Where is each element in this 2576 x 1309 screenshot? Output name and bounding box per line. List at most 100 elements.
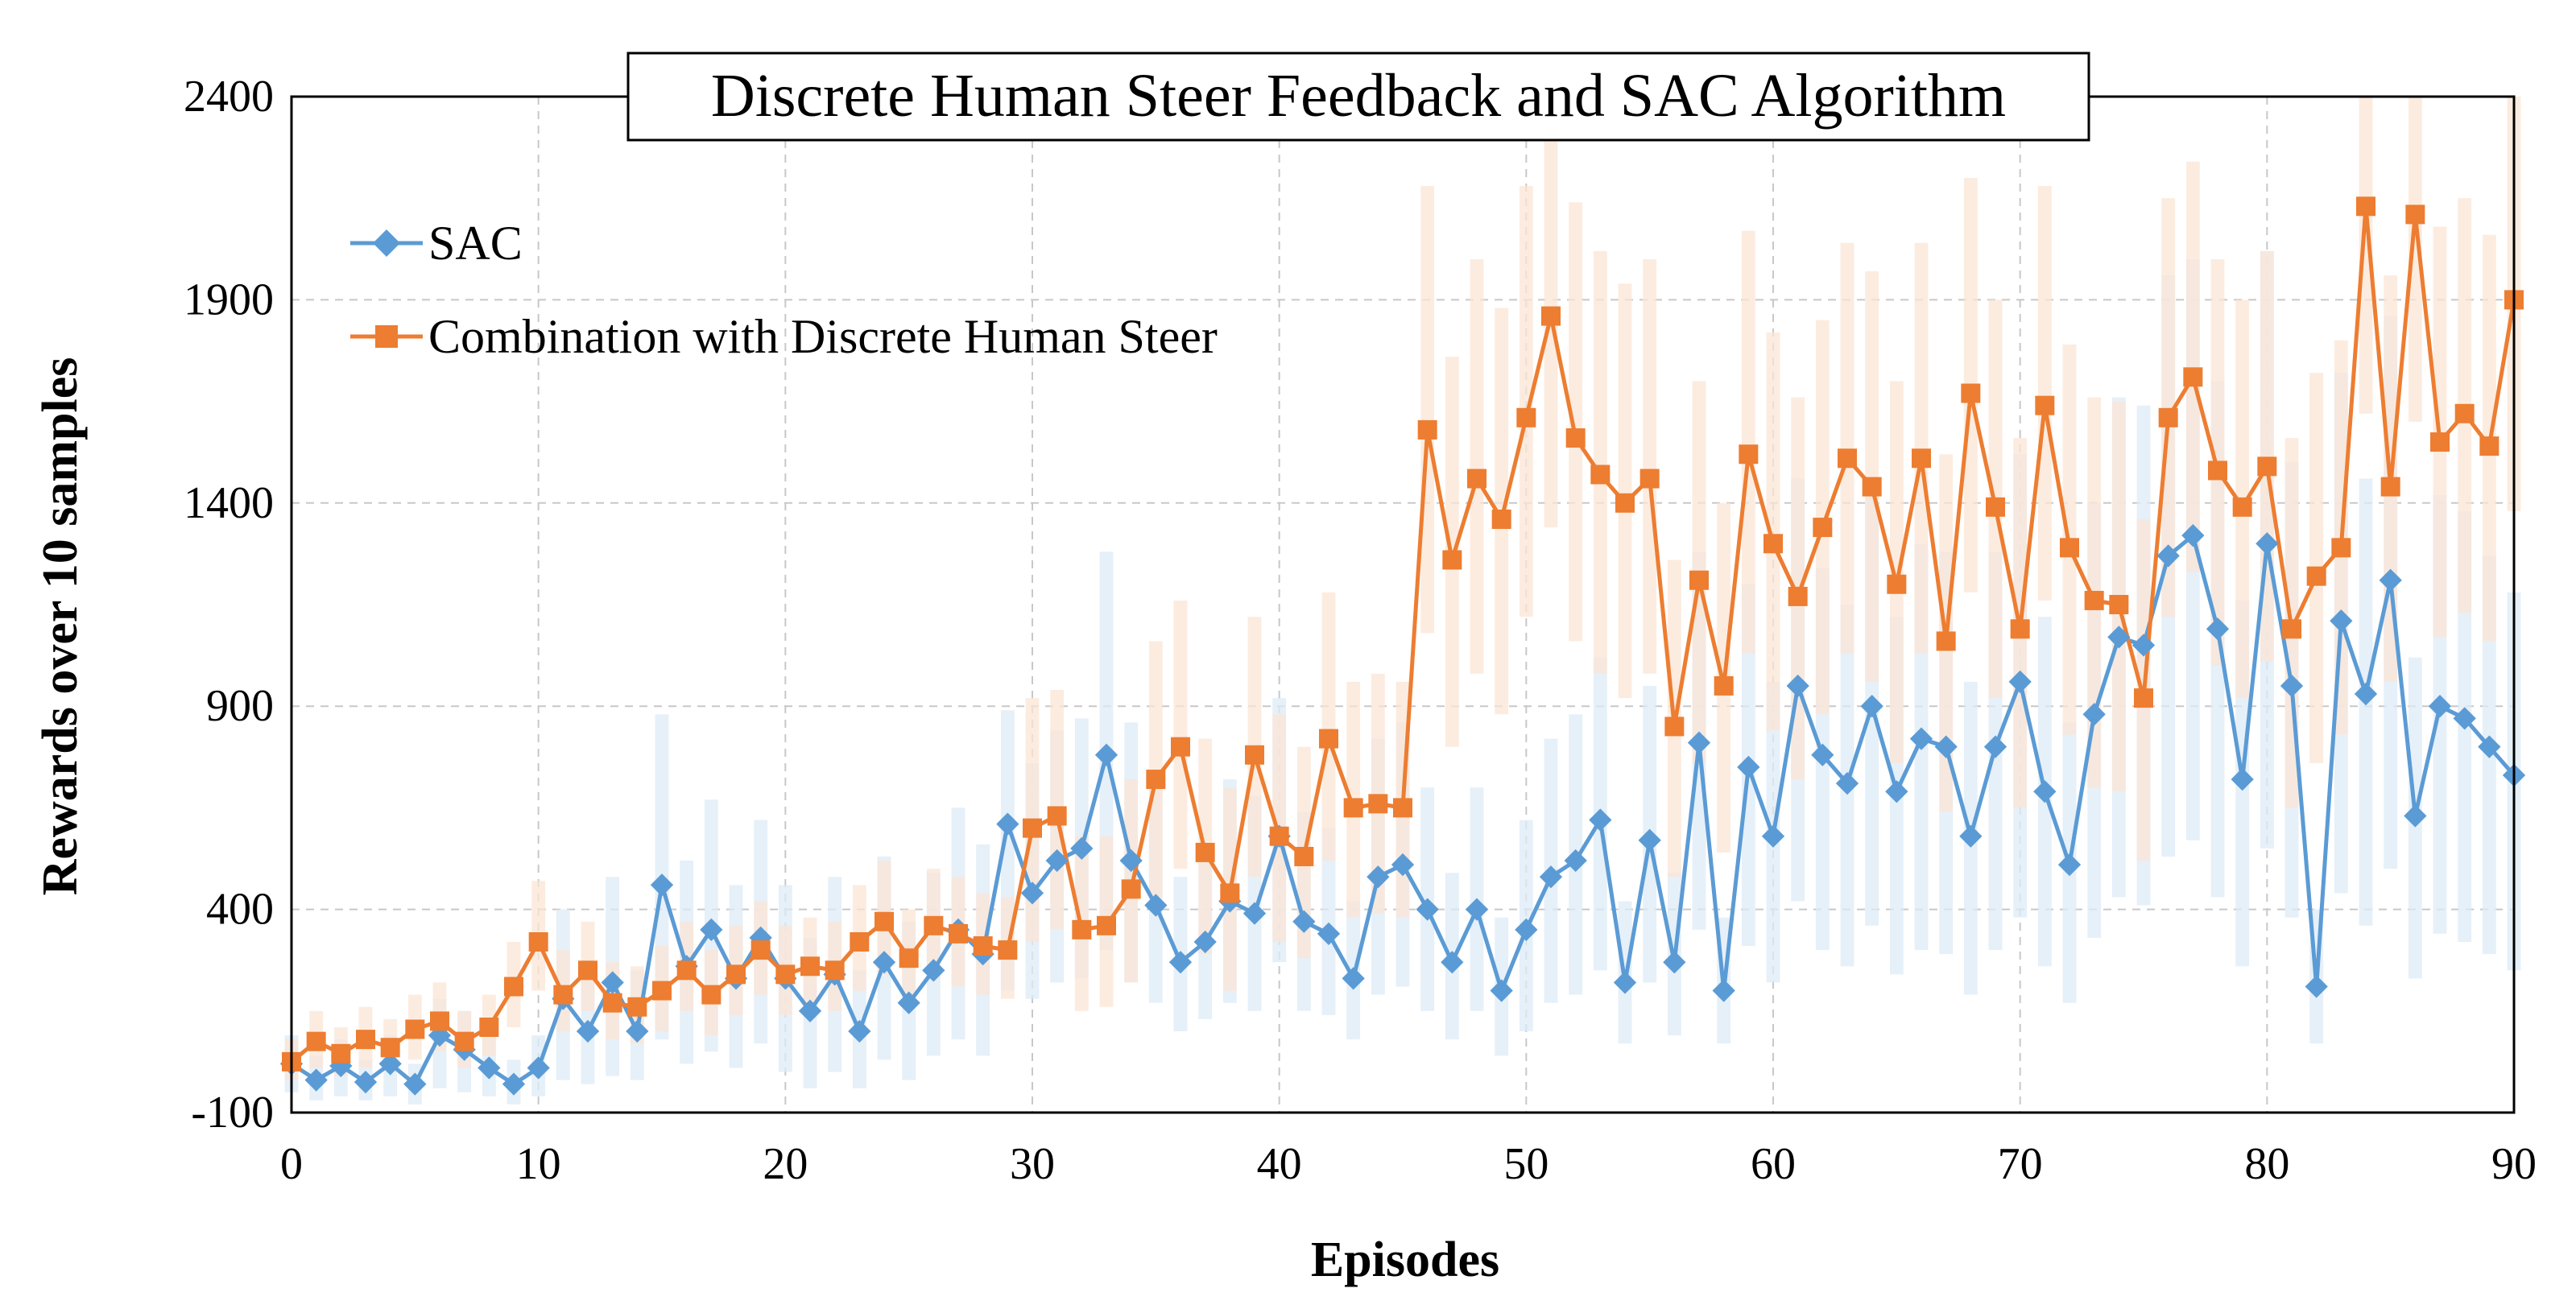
combination-point: [405, 1019, 425, 1039]
sac-point: [1983, 735, 2007, 758]
chart-title-frame: [626, 52, 2090, 142]
combination-point: [1565, 428, 1586, 448]
y-tick-label: 1900: [184, 275, 274, 324]
combination-point: [1393, 798, 1412, 818]
sac-point: [1193, 930, 1217, 954]
x-tick-label: 70: [1998, 1139, 2043, 1189]
combination-band: [1865, 271, 1879, 682]
combination-point: [2331, 538, 2351, 558]
combination-point: [1838, 448, 1857, 469]
combination-point: [1121, 879, 1141, 899]
combination-point: [1245, 745, 1264, 765]
combination-point: [652, 981, 672, 1001]
sac-point: [1391, 853, 1415, 877]
combination-point: [1442, 550, 1462, 570]
sac-point: [1712, 979, 1735, 1002]
sac-point: [897, 991, 920, 1014]
legend-sac-marker: [373, 229, 400, 257]
combination-point: [504, 977, 523, 997]
combination-point: [800, 956, 820, 977]
sac-point: [1638, 828, 1661, 852]
sac-point: [1761, 824, 1785, 848]
combination-point: [1639, 469, 1660, 489]
combination-band: [1470, 258, 1484, 674]
combination-point: [1343, 798, 1363, 818]
sac-point: [2354, 682, 2378, 706]
combination-band: [1593, 250, 1607, 674]
sac-point: [1144, 894, 1168, 917]
sac-point: [1168, 951, 1193, 974]
x-tick-label: 40: [1257, 1139, 1302, 1189]
legend-combo-marker: [375, 325, 398, 348]
combination-band: [1321, 592, 1336, 861]
combination-point: [899, 948, 919, 968]
combination-point: [627, 997, 647, 1017]
combination-point: [2430, 432, 2450, 452]
x-axis-title: Episodes: [1311, 1233, 1499, 1287]
combination-point: [380, 1038, 400, 1058]
sac-point: [1342, 967, 1365, 990]
combination-point: [1220, 883, 1240, 903]
sac-point: [2404, 804, 2427, 828]
combination-band: [1519, 186, 1533, 617]
sac-point: [2082, 703, 2106, 726]
combination-point: [750, 940, 771, 960]
combination-point: [479, 1017, 499, 1037]
x-tick-label: 60: [1751, 1139, 1796, 1189]
combination-band: [1148, 641, 1163, 898]
sac-point: [2156, 544, 2180, 568]
sac-point: [1490, 979, 1513, 1002]
combination-point: [1467, 469, 1486, 489]
combination-point: [1986, 497, 2005, 517]
sac-point: [1317, 922, 1341, 946]
sac-point: [1860, 695, 1883, 718]
combination-point: [875, 911, 894, 931]
x-tick-label: 90: [2491, 1139, 2537, 1189]
combination-point: [1936, 631, 1956, 651]
sac-point: [1367, 865, 1390, 889]
sac-point: [1045, 849, 1069, 873]
sac-point: [1243, 902, 1267, 925]
combination-point: [825, 960, 845, 981]
sac-point: [1737, 755, 1760, 779]
combination-point: [2035, 395, 2055, 415]
combination-band: [1889, 381, 1904, 763]
combination-band: [2408, 97, 2422, 422]
sac-point: [2057, 853, 2082, 877]
combination-band: [1420, 186, 1435, 634]
combination-point: [924, 915, 944, 935]
combination-point: [1294, 846, 1314, 866]
sac-point: [304, 1068, 328, 1092]
y-tick-label: 900: [206, 681, 274, 731]
combination-point: [2232, 497, 2252, 517]
combination-point: [726, 964, 746, 985]
sac-point: [2478, 735, 2501, 758]
combination-point: [1739, 444, 1759, 465]
combination-point: [1195, 842, 1215, 862]
combination-point: [701, 985, 722, 1005]
combination-point: [1171, 737, 1190, 757]
sac-point: [1885, 780, 1908, 803]
sac-point: [1959, 824, 1983, 848]
combination-band: [2185, 161, 2200, 572]
sac-point: [2453, 707, 2476, 730]
sac-point: [527, 1056, 550, 1080]
combination-point: [1887, 574, 1907, 594]
combination-point: [998, 940, 1018, 960]
sac-point: [2033, 780, 2057, 803]
combination-band: [1840, 242, 1854, 654]
sac-point: [2280, 674, 2304, 698]
combination-point: [1788, 586, 1808, 606]
combination-point: [1912, 448, 1931, 469]
error-bands: [284, 97, 2521, 1105]
combination-point: [1368, 794, 1388, 814]
sac-point: [601, 971, 624, 994]
x-tick-label: 30: [1010, 1139, 1055, 1189]
sac-point: [1687, 731, 1711, 754]
sac-point: [2330, 609, 2353, 633]
sac-point: [1119, 849, 1143, 873]
combination-point: [306, 1031, 326, 1051]
combination-point: [1417, 419, 1437, 440]
sac-point: [1663, 951, 1686, 974]
